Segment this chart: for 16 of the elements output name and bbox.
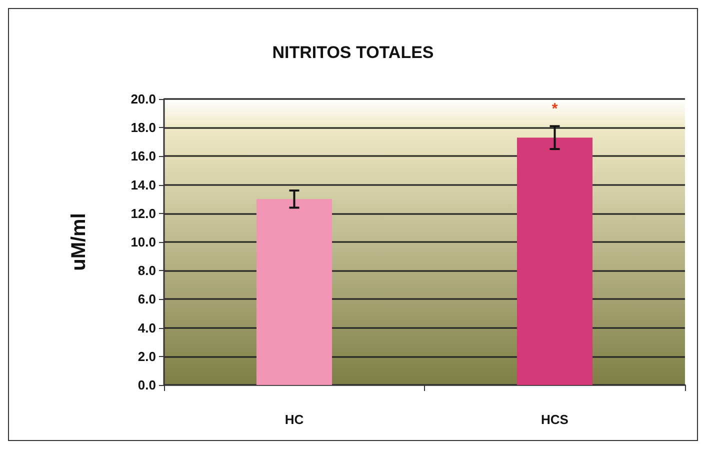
y-tick-label: 14.0 [130, 177, 156, 192]
x-tick-label: HC [284, 412, 304, 427]
y-tick-label: 16.0 [130, 148, 156, 164]
y-tick-label: 18.0 [130, 120, 156, 136]
y-tick-label: 20.0 [130, 92, 156, 106]
y-axis-title: uM/ml [68, 213, 90, 271]
y-tick-label: 12.0 [130, 206, 156, 221]
y-tick-label: 8.0 [138, 263, 156, 278]
x-tick-label: HCS [541, 412, 569, 427]
y-tick-label: 2.0 [138, 348, 156, 364]
y-tick-label: 0.0 [138, 378, 156, 392]
chart-title: NITRITOS TOTALES [272, 43, 434, 62]
annotation: * [552, 100, 558, 118]
y-tick-label: 6.0 [138, 292, 156, 307]
y-tick-label: 4.0 [138, 320, 156, 336]
y-tick-label: 10.0 [130, 234, 156, 250]
